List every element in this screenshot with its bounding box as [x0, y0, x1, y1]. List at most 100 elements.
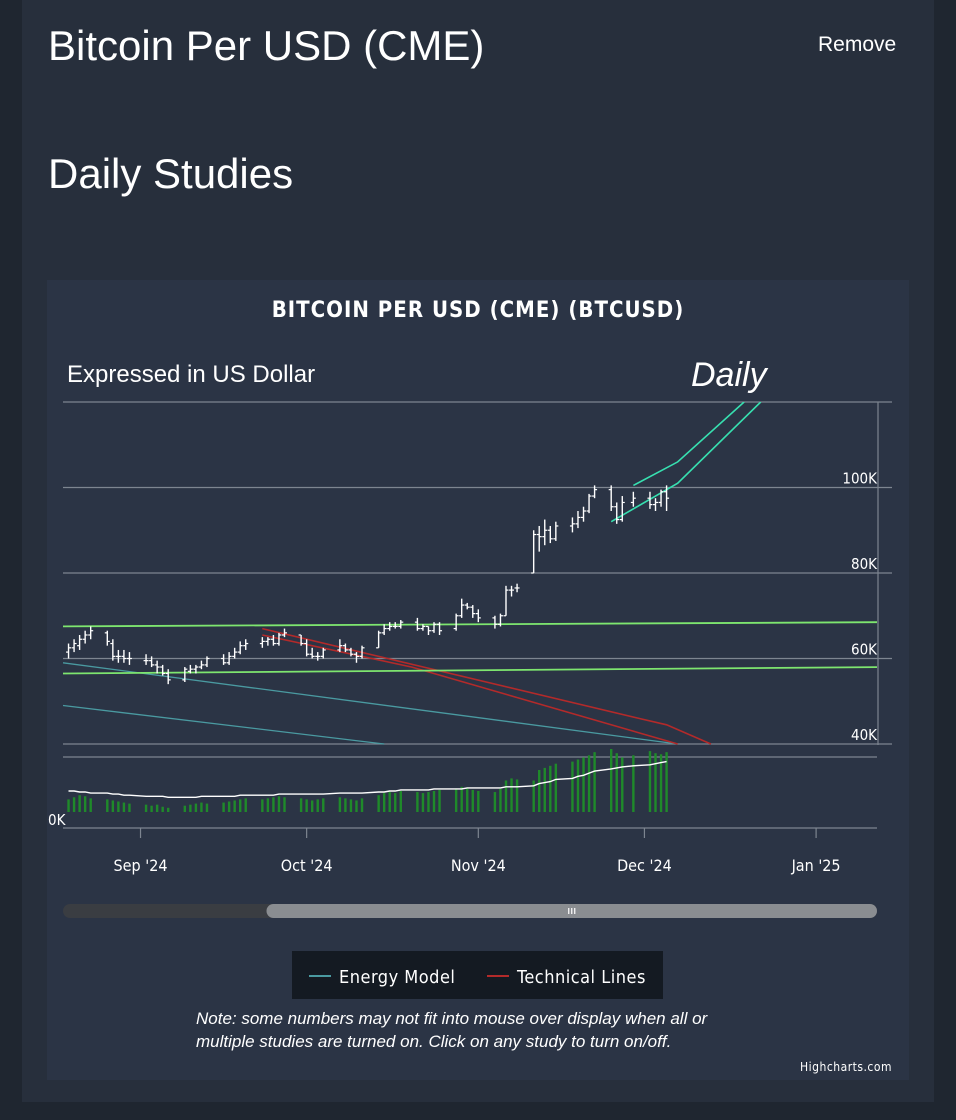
legend: Energy Model Technical Lines [292, 951, 663, 999]
price-bar[interactable] [154, 660, 160, 674]
price-bar[interactable] [182, 667, 188, 683]
oscillator-bar [244, 798, 247, 812]
price-bar[interactable] [398, 620, 404, 629]
price-bar[interactable] [232, 647, 238, 659]
oscillator-bar [454, 788, 458, 812]
price-bar[interactable] [658, 489, 664, 507]
legend-item-energy-model[interactable]: Energy Model [309, 967, 455, 988]
price-bar[interactable] [243, 639, 249, 650]
price-bar[interactable] [193, 664, 199, 674]
price-bar[interactable] [376, 630, 382, 649]
price-bar[interactable] [270, 634, 276, 646]
price-bar[interactable] [414, 617, 420, 631]
price-bar[interactable] [392, 622, 398, 629]
price-bar[interactable] [431, 622, 437, 633]
price-bar[interactable] [608, 485, 614, 512]
price-bar[interactable] [226, 652, 232, 665]
price-bar[interactable] [121, 649, 127, 663]
price-bar[interactable] [497, 613, 503, 627]
oscillator-bar [111, 800, 115, 812]
y-tick-label: 100K [842, 470, 878, 488]
price-bar[interactable] [77, 634, 83, 650]
price-bar[interactable] [104, 630, 110, 646]
price-bar[interactable] [115, 649, 121, 663]
oscillator-bar [610, 749, 613, 812]
price-bar[interactable] [348, 647, 354, 657]
price-bar[interactable] [387, 622, 393, 631]
price-bar[interactable] [453, 613, 459, 631]
price-bar[interactable] [492, 615, 498, 629]
price-bar[interactable] [653, 498, 659, 512]
price-bar[interactable] [619, 496, 625, 522]
price-bar[interactable] [569, 517, 575, 533]
price-bar[interactable] [592, 485, 598, 499]
oscillator-bar [621, 757, 624, 812]
price-bar[interactable] [88, 626, 94, 640]
y-tick-label: 80K [851, 555, 878, 573]
price-bar[interactable] [536, 525, 542, 552]
technical-lines-series[interactable] [262, 627, 712, 745]
price-bar[interactable] [221, 654, 227, 665]
price-bar[interactable] [298, 634, 304, 646]
chart-credits[interactable]: Highcharts.com [800, 1060, 892, 1074]
price-bar[interactable] [586, 493, 592, 514]
price-bar[interactable] [353, 652, 359, 663]
price-bar[interactable] [315, 652, 321, 661]
price-bar[interactable] [581, 506, 587, 522]
price-bar[interactable] [542, 519, 548, 546]
price-bar[interactable] [149, 656, 155, 668]
price-bar[interactable] [647, 491, 653, 509]
price-bar[interactable] [337, 639, 343, 653]
price-bar[interactable] [575, 511, 581, 529]
oscillator-bar [78, 795, 81, 812]
ohlc-bars[interactable] [66, 485, 670, 685]
price-bar[interactable] [126, 652, 132, 665]
price-bar[interactable] [66, 643, 72, 659]
price-bar[interactable] [342, 643, 348, 653]
remove-button[interactable]: Remove [818, 33, 897, 56]
support-line [63, 621, 877, 628]
price-bar[interactable] [265, 637, 271, 646]
price-bar[interactable] [320, 647, 326, 659]
price-bar[interactable] [459, 598, 465, 618]
price-bar[interactable] [304, 639, 310, 657]
price-bar[interactable] [281, 628, 287, 638]
price-bar[interactable] [553, 521, 559, 541]
price-bar[interactable] [259, 637, 265, 648]
price-bar[interactable] [614, 502, 620, 524]
price-bar[interactable] [420, 624, 426, 631]
chart-subtitle: Expressed in US Dollar [67, 361, 315, 388]
price-bar[interactable] [509, 585, 515, 597]
price-bar[interactable] [547, 525, 553, 544]
price-bar[interactable] [160, 664, 166, 676]
energy-model-series[interactable] [63, 662, 678, 745]
oscillator-bar [155, 804, 159, 812]
price-bar[interactable] [110, 639, 116, 661]
price-bar[interactable] [630, 491, 636, 507]
price-bar[interactable] [71, 639, 77, 653]
price-bar[interactable] [425, 625, 431, 635]
price-bar[interactable] [143, 654, 149, 665]
navigator-scrollbar[interactable] [63, 904, 877, 918]
price-bar[interactable] [464, 602, 470, 610]
oscillator-bar [272, 797, 275, 812]
price-bar[interactable] [503, 585, 509, 617]
price-bar[interactable] [237, 641, 243, 655]
price-bar[interactable] [531, 530, 537, 574]
price-bar[interactable] [664, 485, 670, 512]
price-bar[interactable] [82, 630, 88, 644]
price-bar[interactable] [187, 664, 193, 674]
price-bar[interactable] [381, 624, 387, 635]
price-bar[interactable] [198, 660, 204, 670]
price-bar[interactable] [204, 656, 210, 668]
price-bar[interactable] [165, 669, 171, 685]
price-bar[interactable] [437, 622, 443, 635]
oscillator-axis-label: 0K [48, 811, 67, 829]
legend-item-technical-lines[interactable]: Technical Lines [487, 967, 646, 988]
price-bar[interactable] [470, 605, 476, 618]
price-bar[interactable] [359, 645, 365, 659]
price-bar[interactable] [309, 647, 315, 659]
price-bar[interactable] [475, 609, 481, 623]
price-bar[interactable] [276, 632, 282, 646]
price-bar[interactable] [514, 583, 520, 593]
